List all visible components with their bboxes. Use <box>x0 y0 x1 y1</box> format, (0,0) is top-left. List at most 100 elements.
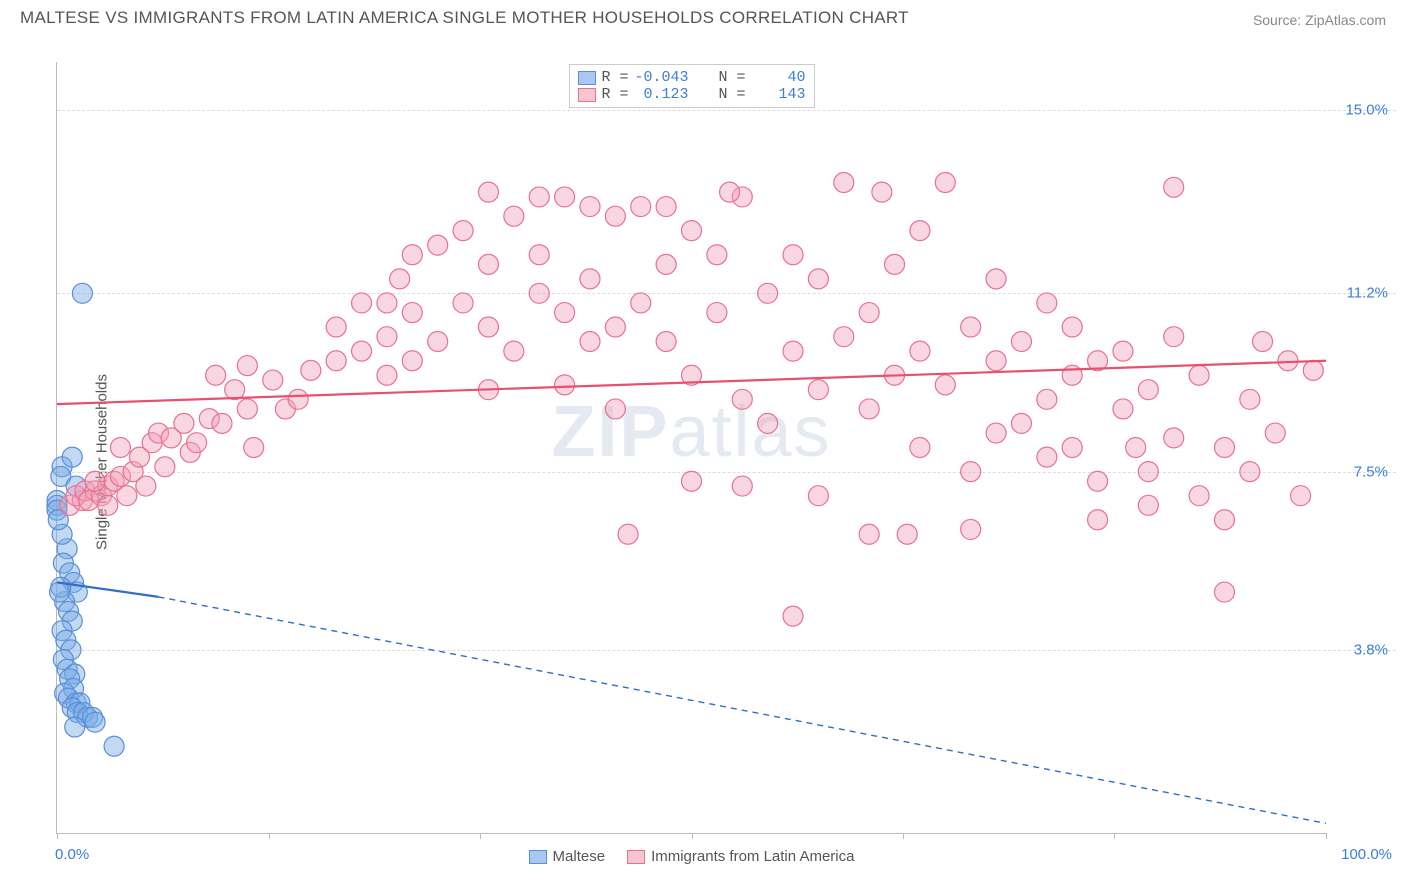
x-tick <box>1114 833 1115 839</box>
latin-point <box>326 351 346 371</box>
latin-point <box>117 486 137 506</box>
n-label: N = <box>719 69 746 86</box>
latin-point <box>631 197 651 217</box>
y-tick-label: 11.2% <box>1347 285 1388 302</box>
latin-point <box>707 245 727 265</box>
latin-point <box>529 283 549 303</box>
latin-point <box>758 283 778 303</box>
n-value: 143 <box>752 86 806 103</box>
latin-point <box>1291 486 1311 506</box>
latin-point <box>1164 177 1184 197</box>
plot-area: ZIPatlas R = -0.043 N = 40 R = 0.123 N =… <box>56 62 1326 834</box>
latin-point <box>187 433 207 453</box>
r-label: R = <box>601 69 628 86</box>
latin-point <box>504 206 524 226</box>
latin-point <box>352 341 372 361</box>
latin-point <box>808 380 828 400</box>
latin-point <box>910 221 930 241</box>
maltese-point <box>50 582 70 602</box>
latin-point <box>174 413 194 433</box>
latin-point <box>1062 317 1082 337</box>
latin-point <box>1113 341 1133 361</box>
latin-point <box>1011 413 1031 433</box>
latin-point <box>682 471 702 491</box>
latin-point <box>478 317 498 337</box>
series-legend: Maltese Immigrants from Latin America <box>529 848 855 865</box>
x-tick <box>692 833 693 839</box>
x-tick <box>480 833 481 839</box>
latin-point <box>529 245 549 265</box>
latin-point <box>1113 399 1133 419</box>
x-tick <box>903 833 904 839</box>
latin-point <box>682 221 702 241</box>
latin-point <box>390 269 410 289</box>
correlation-legend: R = -0.043 N = 40 R = 0.123 N = 143 <box>568 64 814 108</box>
latin-point <box>529 187 549 207</box>
r-label: R = <box>601 86 628 103</box>
source-link[interactable]: ZipAtlas.com <box>1305 12 1386 28</box>
latin-point <box>555 187 575 207</box>
correlation-legend-row: R = -0.043 N = 40 <box>577 69 805 86</box>
latin-point <box>580 331 600 351</box>
x-tick-label: 100.0% <box>1341 846 1392 863</box>
latin-point <box>1037 389 1057 409</box>
latin-point <box>1240 462 1260 482</box>
n-value: 40 <box>752 69 806 86</box>
legend-swatch <box>529 850 547 864</box>
latin-point <box>910 438 930 458</box>
latin-point <box>1189 365 1209 385</box>
latin-point <box>377 365 397 385</box>
latin-point <box>1189 486 1209 506</box>
latin-point <box>783 606 803 626</box>
latin-point <box>808 269 828 289</box>
latin-point <box>1088 510 1108 530</box>
scatter-svg <box>57 62 1326 833</box>
maltese-point <box>104 736 124 756</box>
latin-point <box>377 293 397 313</box>
y-tick-label: 7.5% <box>1354 463 1388 480</box>
latin-point <box>986 351 1006 371</box>
latin-point <box>478 182 498 202</box>
latin-point <box>263 370 283 390</box>
latin-point <box>402 245 422 265</box>
latin-point <box>155 457 175 477</box>
latin-point <box>428 331 448 351</box>
latin-point <box>98 495 118 515</box>
source-attribution: Source: ZipAtlas.com <box>1253 12 1386 28</box>
maltese-point <box>85 712 105 732</box>
latin-point <box>872 182 892 202</box>
latin-point <box>1138 495 1158 515</box>
latin-point <box>986 269 1006 289</box>
source-prefix: Source: <box>1253 12 1305 28</box>
latin-point <box>237 399 257 419</box>
latin-point <box>225 380 245 400</box>
latin-point <box>935 375 955 395</box>
x-tick <box>1326 833 1327 839</box>
latin-point <box>402 303 422 323</box>
correlation-legend-row: R = 0.123 N = 143 <box>577 86 805 103</box>
chart-header: MALTESE VS IMMIGRANTS FROM LATIN AMERICA… <box>0 0 1406 32</box>
latin-point <box>1088 471 1108 491</box>
latin-point <box>352 293 372 313</box>
latin-point <box>732 476 752 496</box>
latin-point <box>656 331 676 351</box>
latin-point <box>288 389 308 409</box>
latin-point <box>859 524 879 544</box>
latin-point <box>377 327 397 347</box>
y-tick-label: 15.0% <box>1345 102 1388 119</box>
latin-point <box>580 197 600 217</box>
latin-point <box>212 413 232 433</box>
latin-point <box>885 254 905 274</box>
latin-point <box>783 245 803 265</box>
series-legend-item: Maltese <box>529 848 606 865</box>
latin-point <box>859 399 879 419</box>
latin-point <box>110 438 130 458</box>
latin-point <box>555 303 575 323</box>
latin-point <box>986 423 1006 443</box>
latin-point <box>1214 510 1234 530</box>
latin-point <box>707 303 727 323</box>
x-tick <box>269 833 270 839</box>
latin-point <box>244 438 264 458</box>
latin-point <box>605 206 625 226</box>
latin-point <box>136 476 156 496</box>
